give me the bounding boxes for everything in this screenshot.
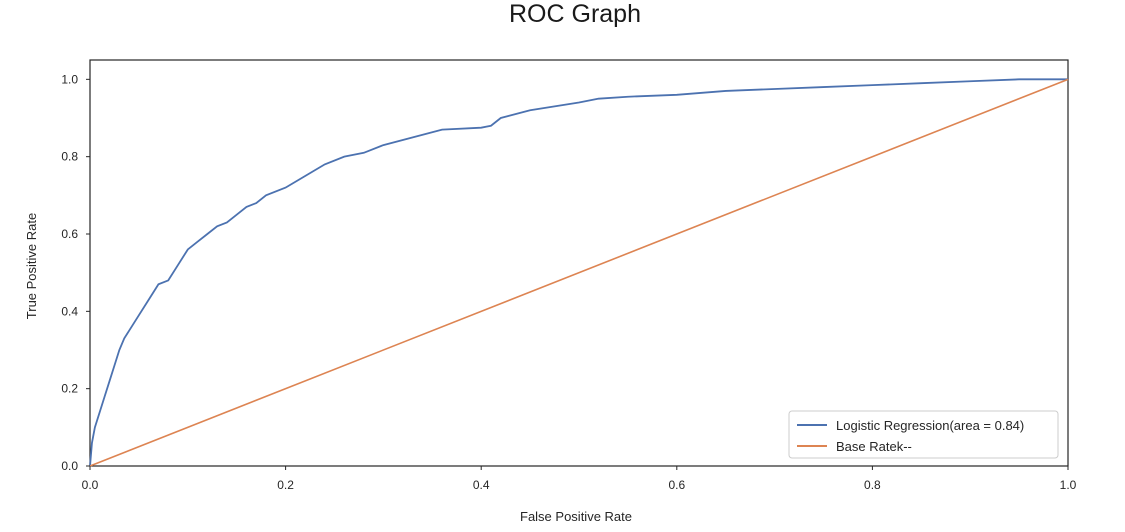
y-tick-label: 0.8 [61, 150, 78, 164]
chart-title: ROC Graph [509, 0, 641, 28]
y-tick-label: 0.4 [61, 304, 78, 318]
y-tick-label: 0.6 [61, 227, 78, 241]
y-tick-label: 1.0 [61, 72, 78, 86]
x-axis-ticks: 0.0 0.2 0.4 0.6 0.8 1.0 [82, 466, 1077, 492]
x-tick-label: 0.4 [473, 478, 490, 492]
y-tick-label: 0.0 [61, 459, 78, 473]
x-tick-label: 0.2 [277, 478, 294, 492]
x-tick-label: 0.0 [82, 478, 99, 492]
x-tick-label: 0.6 [668, 478, 685, 492]
legend: Logistic Regression(area = 0.84) Base Ra… [788, 410, 1059, 459]
plot-frame [89, 59, 1069, 467]
x-tick-label: 1.0 [1060, 478, 1077, 492]
series-line-base-rate [89, 78, 1069, 467]
legend-label-base-rate: Base Ratek-- [836, 439, 912, 454]
series-line-logistic-regression [89, 78, 1068, 467]
y-axis-ticks: 0.0 0.2 0.4 0.6 0.8 1.0 [61, 72, 90, 473]
legend-label-logistic-regression: Logistic Regression(area = 0.84) [836, 418, 1024, 433]
legend-box [788, 410, 1059, 459]
series-layer [89, 78, 1069, 467]
x-tick-label: 0.8 [864, 478, 881, 492]
y-tick-label: 0.2 [61, 382, 78, 396]
plot-area: 0.0 0.2 0.4 0.6 0.8 1.0 0.0 0.2 0.4 0.6 0.8 1.0 [61, 59, 1077, 492]
x-axis-label: False Positive Rate [520, 509, 632, 524]
y-axis-label: True Positive Rate [24, 213, 39, 319]
